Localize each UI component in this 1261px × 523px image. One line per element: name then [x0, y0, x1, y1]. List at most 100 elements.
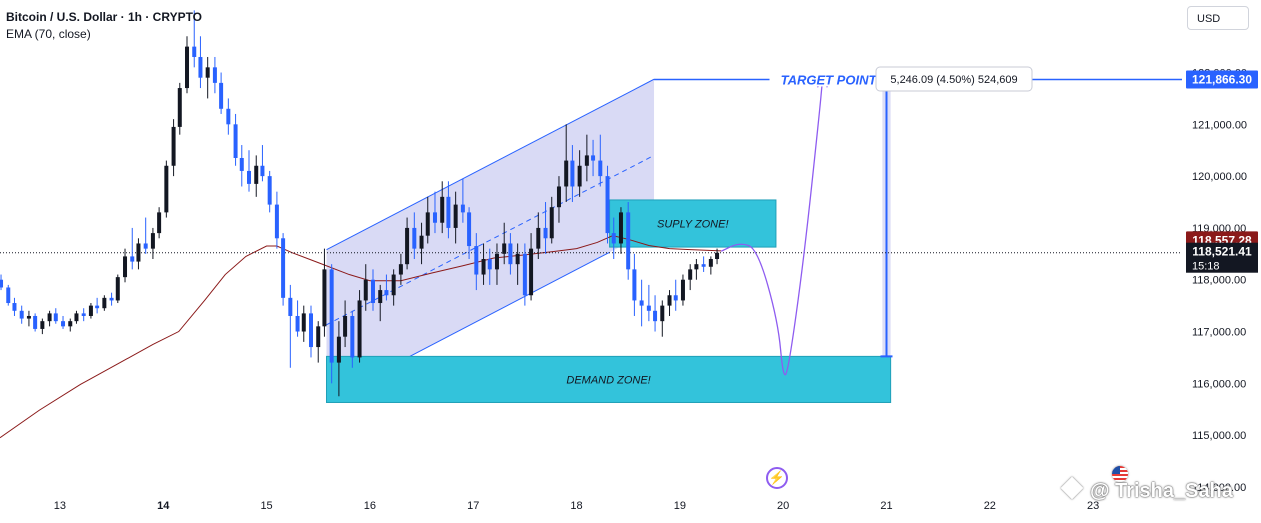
- currency-button[interactable]: USD: [1187, 6, 1249, 30]
- diamond-logo-icon: [1060, 476, 1084, 500]
- candle-body: [529, 248, 534, 296]
- candle-body: [591, 155, 596, 161]
- x-tick-label: 13: [54, 500, 66, 512]
- candle-body: [570, 160, 575, 187]
- candle-body: [274, 204, 279, 239]
- y-tick-label: 120,000.00: [1192, 171, 1247, 183]
- candle-body: [212, 67, 217, 83]
- candle-body: [61, 321, 66, 327]
- candle-body: [412, 227, 417, 249]
- candle-body: [564, 160, 569, 187]
- candle-body: [109, 297, 114, 301]
- candle-body: [254, 165, 259, 184]
- candle-body: [556, 186, 561, 208]
- candle-body: [515, 253, 520, 265]
- candle-body: [47, 313, 52, 322]
- candle-body: [164, 165, 169, 213]
- bar-countdown: 15:18: [1192, 261, 1220, 273]
- candle-body: [102, 297, 107, 309]
- candle-body: [398, 264, 403, 275]
- candle-body: [440, 196, 445, 223]
- candle-body: [350, 315, 355, 358]
- measure-tooltip-text: 5,246.09 (4.50%) 524,609: [890, 74, 1017, 86]
- candle-body: [157, 212, 162, 234]
- watermark-text: @ Trisha_Saha: [1090, 480, 1233, 502]
- candle-body: [391, 274, 396, 296]
- ema-line: [0, 235, 722, 439]
- last-price-tag: 118,521.41: [1192, 245, 1252, 259]
- candle-body: [502, 243, 507, 254]
- y-tick-label: 121,000.00: [1192, 119, 1247, 131]
- candle-body: [605, 176, 610, 234]
- candle-body: [453, 204, 458, 228]
- candle-body: [115, 277, 120, 301]
- candle-body: [618, 212, 623, 244]
- target-label-bg: [769, 72, 888, 87]
- candle-body: [680, 279, 685, 301]
- x-tick-label: 15: [260, 500, 272, 512]
- candle-body: [660, 305, 665, 322]
- candle-body: [88, 305, 93, 316]
- candle-body: [446, 196, 451, 228]
- candle-body: [536, 227, 541, 249]
- candle-body: [425, 212, 430, 236]
- candle-body: [357, 300, 362, 358]
- candle-body: [136, 243, 141, 262]
- candle-body: [611, 233, 616, 244]
- y-tick-label: 118,000.00: [1192, 275, 1246, 287]
- candle-body: [598, 160, 603, 177]
- candle-body: [295, 315, 300, 332]
- candle-body: [522, 253, 527, 296]
- candle-body: [481, 259, 486, 275]
- candle-body: [26, 315, 31, 319]
- candle-body: [226, 108, 231, 125]
- candle-body: [130, 256, 135, 262]
- candle-body: [474, 246, 479, 275]
- symbol-title[interactable]: Bitcoin / U.S. Dollar · 1h · CRYPTO: [6, 10, 203, 24]
- candle-body: [267, 176, 272, 205]
- candle-body: [494, 253, 499, 270]
- candle-body: [673, 295, 678, 301]
- y-tick-label: 116,000.00: [1192, 378, 1246, 390]
- candle-body: [177, 88, 182, 127]
- candle-body: [0, 279, 4, 288]
- candle-body: [123, 256, 128, 278]
- candle-body: [81, 313, 86, 316]
- ema-indicator-label[interactable]: EMA (70, close): [6, 27, 91, 41]
- candle-body: [419, 235, 424, 249]
- candle-body: [370, 279, 375, 304]
- candle-body: [150, 233, 155, 249]
- projection-path: [720, 80, 824, 376]
- candle-body: [549, 207, 554, 239]
- candle-body: [192, 46, 197, 57]
- candle-body: [378, 290, 383, 304]
- candle-body: [288, 297, 293, 316]
- candle-body: [646, 305, 651, 311]
- candle-body: [708, 259, 713, 267]
- candle-body: [301, 313, 306, 332]
- demand-zone: [325, 355, 892, 403]
- measure-tooltip-box: [875, 66, 1033, 92]
- candle-body: [322, 269, 327, 327]
- candle-body: [639, 300, 644, 306]
- candle-body: [53, 313, 58, 322]
- x-tick-label: 16: [364, 500, 376, 512]
- candle-body: [40, 321, 45, 329]
- candle-body: [308, 313, 313, 348]
- candle-body: [329, 269, 334, 363]
- demand-zone-label: DEMAND ZONE!: [566, 374, 650, 386]
- candle-body: [336, 336, 341, 363]
- y-tick-label: 115,000.00: [1192, 430, 1246, 442]
- candle-body: [171, 126, 176, 166]
- candle-body: [6, 287, 11, 304]
- x-tick-label: 19: [674, 500, 686, 512]
- candle-body: [247, 170, 252, 184]
- candle-body: [143, 243, 148, 249]
- candle-body: [432, 212, 437, 223]
- candle-body: [260, 165, 265, 177]
- us-flag-icon: [1112, 466, 1128, 482]
- lightning-icon[interactable]: ⚡: [766, 467, 788, 489]
- candle-body: [626, 212, 631, 270]
